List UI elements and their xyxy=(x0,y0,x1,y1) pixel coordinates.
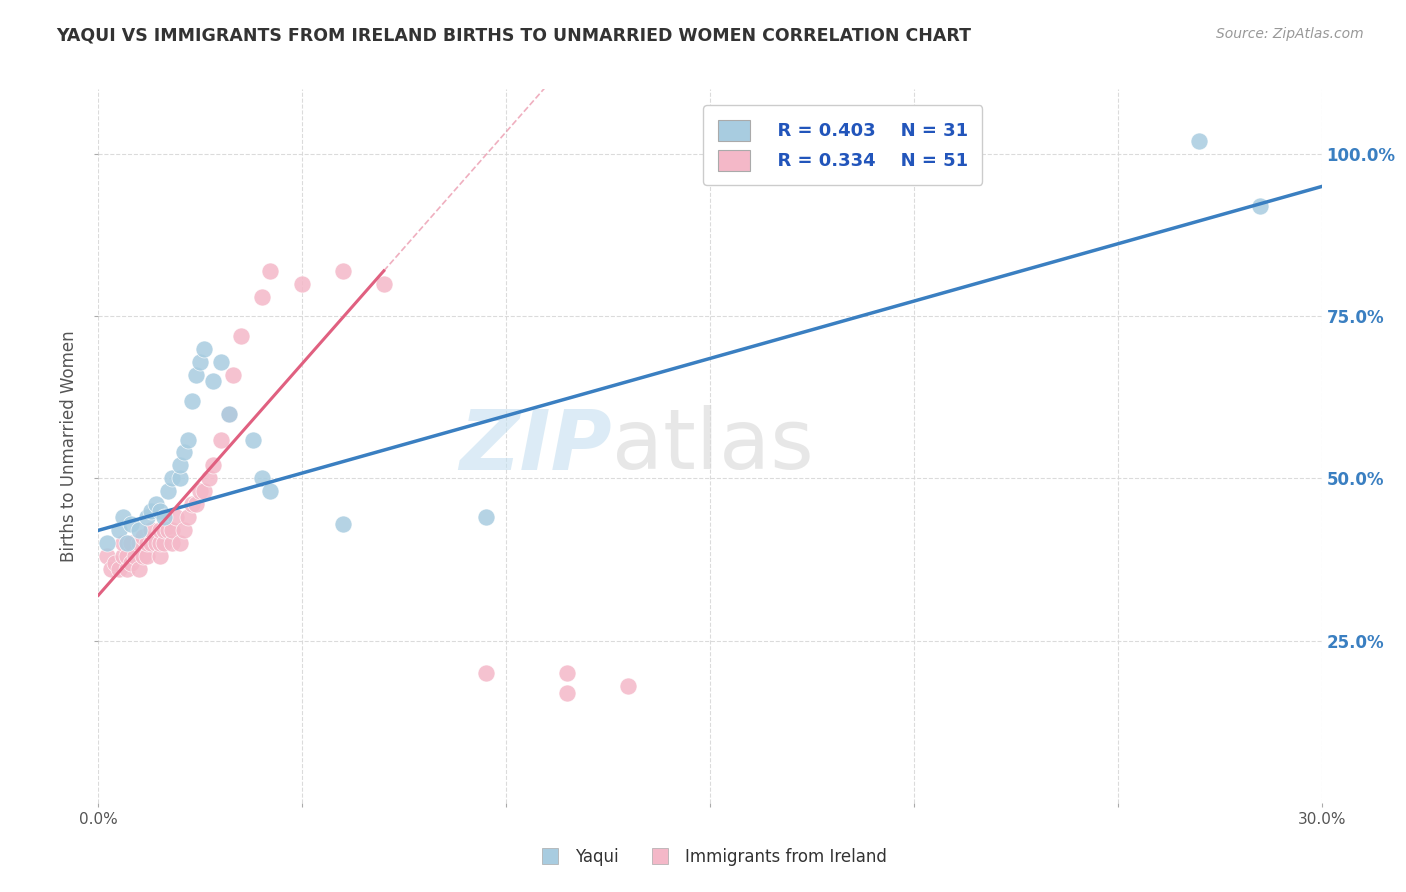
Point xyxy=(120,556,142,570)
Point xyxy=(149,504,172,518)
Y-axis label: Births to Unmarried Women: Births to Unmarried Women xyxy=(60,330,79,562)
Point xyxy=(1188,134,1211,148)
Point xyxy=(222,368,245,382)
Point xyxy=(145,536,167,550)
Point xyxy=(181,393,204,408)
Point xyxy=(120,536,142,550)
Point xyxy=(557,666,579,681)
Point xyxy=(1249,199,1271,213)
Point xyxy=(474,510,498,524)
Point xyxy=(156,524,179,538)
Point xyxy=(111,536,134,550)
Point xyxy=(149,524,172,538)
Point xyxy=(617,679,640,693)
Point xyxy=(149,536,172,550)
Point xyxy=(108,562,131,576)
Point xyxy=(474,666,498,681)
Point xyxy=(132,530,155,544)
Text: ZIP: ZIP xyxy=(460,406,612,486)
Point xyxy=(165,510,187,524)
Point xyxy=(124,549,146,564)
Point xyxy=(218,407,240,421)
Point xyxy=(177,433,200,447)
Point xyxy=(332,516,354,531)
Point xyxy=(120,516,142,531)
Point xyxy=(132,549,155,564)
Point xyxy=(160,536,183,550)
Point xyxy=(104,556,127,570)
Point xyxy=(181,497,204,511)
Point xyxy=(201,374,224,388)
Point xyxy=(197,471,219,485)
Point xyxy=(96,549,118,564)
Point xyxy=(193,342,215,356)
Point xyxy=(291,277,314,291)
Point xyxy=(173,445,195,459)
Point xyxy=(231,328,253,343)
Point xyxy=(177,510,200,524)
Point xyxy=(108,524,131,538)
Point xyxy=(136,510,159,524)
Point xyxy=(96,536,118,550)
Point xyxy=(152,524,174,538)
Point xyxy=(186,368,208,382)
Text: Source: ZipAtlas.com: Source: ZipAtlas.com xyxy=(1216,27,1364,41)
Point xyxy=(259,264,281,278)
Point xyxy=(160,524,183,538)
Point xyxy=(136,549,159,564)
Point xyxy=(115,549,138,564)
Point xyxy=(115,536,138,550)
Point xyxy=(242,433,264,447)
Point xyxy=(111,510,134,524)
Point xyxy=(156,484,179,499)
Legend: Yaqui, Immigrants from Ireland: Yaqui, Immigrants from Ireland xyxy=(526,842,894,873)
Point xyxy=(152,536,174,550)
Point xyxy=(218,407,240,421)
Text: atlas: atlas xyxy=(612,406,814,486)
Point xyxy=(250,471,273,485)
Point xyxy=(128,524,150,538)
Point xyxy=(100,562,122,576)
Point xyxy=(259,484,281,499)
Point xyxy=(128,562,150,576)
Point xyxy=(201,458,224,473)
Text: YAQUI VS IMMIGRANTS FROM IRELAND BIRTHS TO UNMARRIED WOMEN CORRELATION CHART: YAQUI VS IMMIGRANTS FROM IRELAND BIRTHS … xyxy=(56,27,972,45)
Point xyxy=(173,524,195,538)
Point xyxy=(373,277,395,291)
Point xyxy=(209,433,232,447)
Point xyxy=(152,510,174,524)
Point xyxy=(169,536,191,550)
Point xyxy=(149,549,172,564)
Point xyxy=(209,354,232,368)
Point xyxy=(128,536,150,550)
Point xyxy=(186,497,208,511)
Point xyxy=(145,497,167,511)
Point xyxy=(169,471,191,485)
Point xyxy=(332,264,354,278)
Point xyxy=(250,290,273,304)
Point xyxy=(141,524,163,538)
Point xyxy=(557,685,579,699)
Point xyxy=(193,484,215,499)
Point xyxy=(169,458,191,473)
Point xyxy=(188,484,212,499)
Point xyxy=(136,536,159,550)
Point xyxy=(141,504,163,518)
Point xyxy=(188,354,212,368)
Point xyxy=(141,536,163,550)
Point xyxy=(115,562,138,576)
Point xyxy=(111,549,134,564)
Point xyxy=(160,471,183,485)
